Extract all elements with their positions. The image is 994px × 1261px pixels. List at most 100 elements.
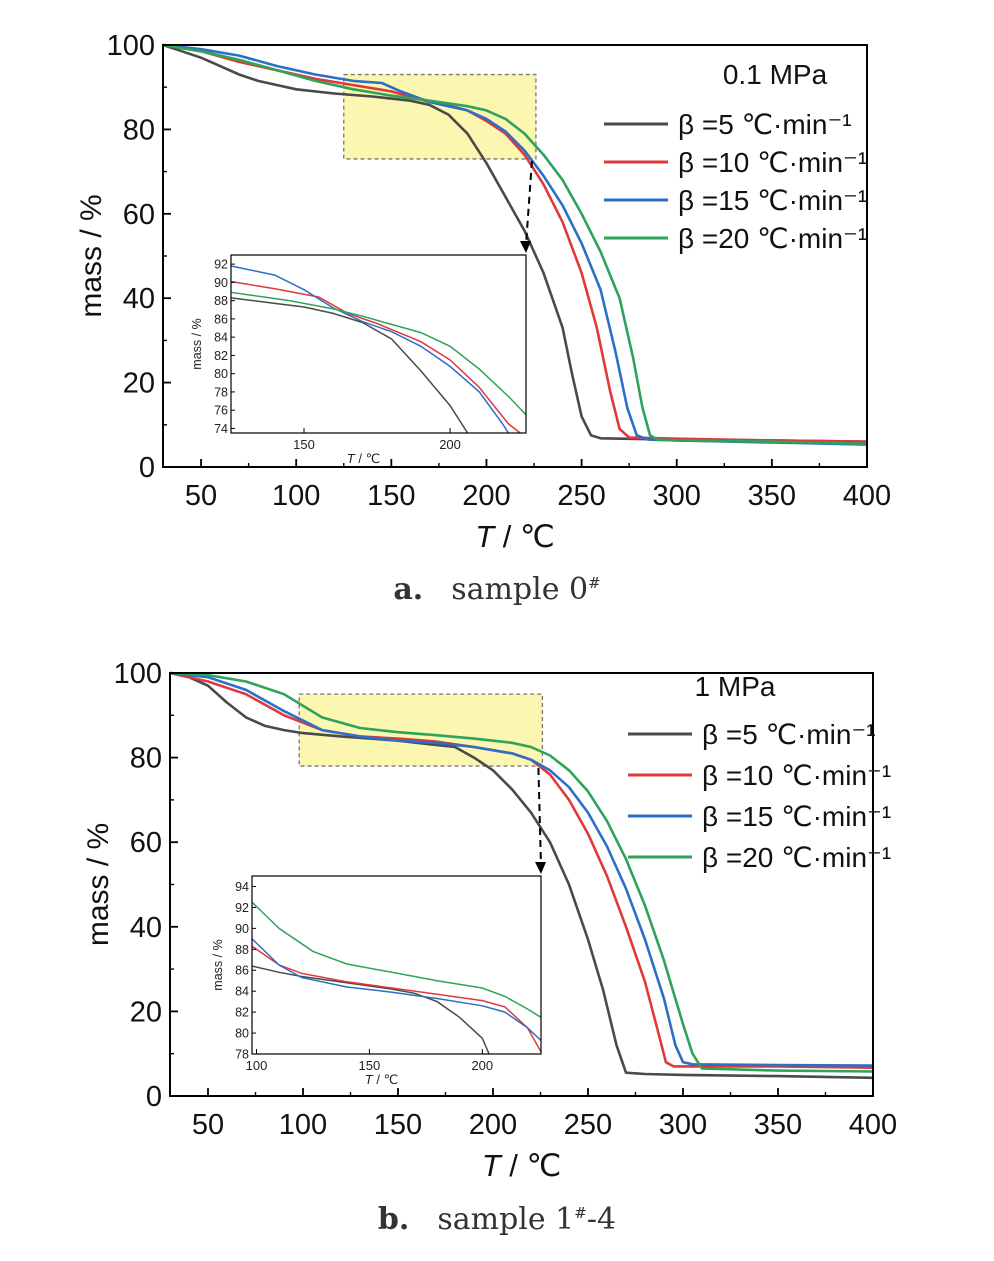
inset-y-tick-label: 88 (235, 943, 249, 957)
inset-series-line-beta-20 (231, 291, 526, 416)
series-line-beta-5 (162, 43, 868, 443)
caption-text: sample 1 (437, 1202, 575, 1237)
caption-a: a. sample 0# (0, 572, 994, 607)
inset-y-tick-label: 84 (214, 331, 228, 345)
inset-y-tick-label: 86 (214, 312, 228, 326)
inset-series-line-beta-15 (231, 265, 510, 433)
x-tick-label: 250 (557, 480, 605, 512)
x-tick-label: 150 (367, 480, 415, 512)
inset-y-tick-label: 86 (235, 964, 249, 978)
inset-series-line-beta-15 (252, 938, 541, 1041)
y-tick-label: 100 (107, 30, 155, 62)
y-tick-label: 40 (130, 912, 162, 944)
highlight-region (298, 693, 544, 767)
zoom-arrow-head (520, 241, 531, 253)
inset-x-tick-label: 200 (439, 437, 461, 452)
inset-series-line-beta-5 (231, 297, 469, 433)
x-tick-label: 350 (754, 1109, 802, 1141)
chart-panel-b: 50 100 150 200 250 300 350 400 0 20 40 60 80 100 T / ℃… (0, 630, 994, 1261)
y-tick-label: 40 (123, 283, 155, 315)
zoom-arrow-line (525, 160, 533, 246)
inset-y-tick-label: 92 (214, 258, 228, 272)
legend-label-beta-10: β =10 ℃·min⁻¹ (678, 147, 867, 178)
inset-y-tick-label: 94 (235, 880, 249, 894)
legend-label-beta-20: β =20 ℃·min⁻¹ (678, 223, 867, 254)
y-tick-label: 20 (130, 996, 162, 1028)
inset-y-tick-label: 82 (235, 1006, 249, 1020)
caption-letter: a. (393, 572, 424, 607)
x-tick-label: 350 (748, 480, 796, 512)
y-tick-label: 0 (146, 1081, 162, 1113)
series-line-beta-5 (169, 671, 874, 1080)
inset-y-tick-label: 78 (214, 385, 228, 399)
chart-panel-a: 50 100 150 200 250 300 350 400 0 20 40 60 80 100 T / ℃… (0, 0, 994, 630)
inset-y-axis-label: mass / % (211, 939, 225, 990)
caption-b: b. sample 1#-4 (0, 1202, 994, 1237)
inset-x-tick-label: 150 (359, 1058, 381, 1073)
legend-label-beta-15: β =15 ℃·min⁻¹ (678, 185, 867, 216)
inset-y-tick-label: 74 (214, 422, 228, 436)
inset-y-tick-label: 90 (214, 276, 228, 290)
legend-label-beta-20: β =20 ℃·min⁻¹ (702, 842, 891, 873)
caption-text: sample 0 (451, 572, 589, 607)
zoom-arrow-head (535, 862, 546, 874)
inset-y-tick-label: 90 (235, 922, 249, 936)
x-tick-label: 250 (564, 1109, 612, 1141)
y-tick-label: 20 (123, 368, 155, 400)
series-line-beta-15 (162, 43, 868, 446)
y-tick-label: 60 (123, 199, 155, 231)
x-tick-label: 300 (653, 480, 701, 512)
y-tick-label: 80 (123, 114, 155, 146)
series-line-beta-20 (169, 671, 874, 1073)
inset-y-tick-label: 80 (235, 1027, 249, 1041)
chart-b-svg: 50 100 150 200 250 300 350 400 0 20 40 60 80 100 T / ℃… (82, 658, 897, 1183)
series-line-beta-20 (162, 43, 868, 446)
y-tick-label: 0 (139, 452, 155, 484)
y-tick-label: 60 (130, 827, 162, 859)
inset-series-line-beta-5 (252, 965, 490, 1054)
x-tick-label: 400 (849, 1109, 897, 1141)
x-axis-label: T / ℃ (475, 519, 555, 554)
legend-label-beta-5: β =5 ℃·min⁻¹ (678, 109, 852, 140)
inset-background (231, 255, 526, 433)
y-tick-label: 100 (114, 658, 162, 690)
inset-series-line-beta-10 (252, 945, 541, 1053)
inset-series-line-beta-20 (252, 901, 541, 1019)
inset-frame (251, 875, 542, 1055)
caption-suffix: -4 (586, 1202, 617, 1237)
x-tick-label: 400 (843, 480, 891, 512)
inset-y-tick-label: 84 (235, 985, 249, 999)
y-tick-label: 80 (130, 743, 162, 775)
x-tick-label: 150 (374, 1109, 422, 1141)
inset-x-tick-label: 200 (471, 1058, 493, 1073)
caption-sup: # (574, 1204, 587, 1222)
x-tick-label: 100 (279, 1109, 327, 1141)
legend-title: 1 MPa (695, 671, 776, 702)
caption-sup: # (588, 574, 601, 592)
caption-letter: b. (377, 1202, 410, 1237)
legend-label-beta-15: β =15 ℃·min⁻¹ (702, 801, 891, 832)
x-tick-label: 200 (462, 480, 510, 512)
inset-y-tick-label: 88 (214, 294, 228, 308)
series-line-beta-10 (162, 43, 868, 443)
inset-frame (230, 254, 527, 434)
y-axis-label: mass / % (75, 194, 108, 317)
inset-x-tick-label: 150 (293, 437, 315, 452)
inset-y-tick-label: 82 (214, 349, 228, 363)
inset-series-line-beta-10 (231, 280, 521, 433)
inset-y-tick-label: 76 (214, 404, 228, 418)
legend-title: 0.1 MPa (723, 59, 828, 90)
inset-y-tick-label: 78 (235, 1048, 249, 1062)
x-tick-label: 100 (272, 480, 320, 512)
series-line-beta-15 (169, 671, 874, 1067)
inset-x-axis-label: T / ℃ (347, 451, 380, 466)
x-tick-label: 200 (469, 1109, 517, 1141)
legend-label-beta-10: β =10 ℃·min⁻¹ (702, 760, 891, 791)
y-axis-label: mass / % (82, 823, 115, 946)
inset-x-axis-label: T / ℃ (365, 1072, 398, 1087)
x-tick-label: 50 (192, 1109, 224, 1141)
inset-x-tick-label: 100 (246, 1058, 268, 1073)
inset-y-axis-label: mass / % (190, 318, 204, 369)
legend-label-beta-5: β =5 ℃·min⁻¹ (702, 719, 876, 750)
x-axis-label: T / ℃ (482, 1148, 562, 1183)
